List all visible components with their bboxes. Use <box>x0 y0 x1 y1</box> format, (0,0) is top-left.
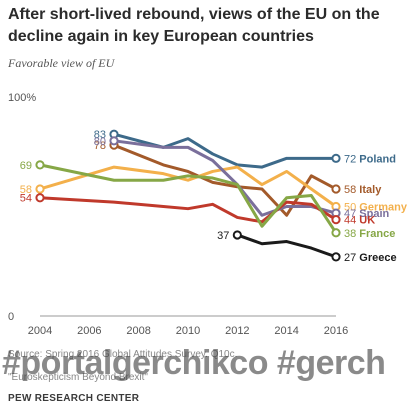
data-label-start: 80 <box>94 136 106 148</box>
x-tick-label: 2016 <box>324 325 348 337</box>
x-tick-label: 2006 <box>77 325 101 337</box>
series-end-marker <box>331 252 341 262</box>
data-label-end: 58 Italy <box>344 184 382 196</box>
series-start-marker <box>232 230 242 240</box>
x-tick-label: 2012 <box>225 325 249 337</box>
data-label-end: 47 Spain <box>344 208 390 220</box>
y-tick-label: 100% <box>8 92 36 104</box>
series-start-marker <box>109 136 119 146</box>
series-line <box>112 132 338 169</box>
chart-subtitle: Favorable view of EU <box>8 56 115 70</box>
data-label-start: 58 <box>20 184 32 196</box>
report-note: "Euroskepticism Beyond Brexit" <box>8 372 148 383</box>
data-label-start: 37 <box>217 230 229 242</box>
series-end-marker <box>331 228 341 238</box>
data-label-end: 72 Poland <box>344 153 396 165</box>
series-line <box>235 233 338 259</box>
data-label-end: 50 Germany <box>344 202 408 214</box>
series-line <box>38 165 338 208</box>
data-label-end: 27 Greece <box>344 252 397 264</box>
x-tick-label: 2004 <box>28 325 52 337</box>
x-tick-label: 2008 <box>126 325 150 337</box>
chart-title: After short-lived rebound, views of the … <box>8 6 380 45</box>
x-tick-label: 2014 <box>274 325 298 337</box>
series-end-marker <box>331 215 341 225</box>
series-line <box>38 196 338 224</box>
source-note: Source: Spring 2016 Global Attitudes Sur… <box>8 349 238 360</box>
chart-labels: 83 72 Poland 78 58 Italy 58 50 Germany 80 47 Sp… <box>20 129 408 264</box>
data-label-start: 69 <box>20 160 32 172</box>
data-label-start: 78 <box>94 140 106 152</box>
series-start-marker <box>35 160 45 170</box>
data-label-end: 44 UK <box>344 215 375 227</box>
chart-series <box>35 129 341 262</box>
watermark-text: #portalgerchikco #gerch <box>2 344 386 382</box>
series-end-marker <box>331 153 341 163</box>
chart-axes: 0 100% 2004 2006 2008 2010 2012 2014 2016 <box>8 92 348 337</box>
series-end-marker <box>331 184 341 194</box>
series-start-marker <box>35 184 45 194</box>
data-label-start: 54 <box>20 193 32 205</box>
organization-name: PEW RESEARCH CENTER <box>8 393 140 404</box>
data-label-end: 38 France <box>344 228 395 240</box>
series-line <box>38 163 338 235</box>
data-label-start: 83 <box>94 129 106 141</box>
x-tick-label: 2010 <box>176 325 200 337</box>
y-tick-label: 0 <box>8 311 14 323</box>
series-start-marker <box>35 193 45 203</box>
